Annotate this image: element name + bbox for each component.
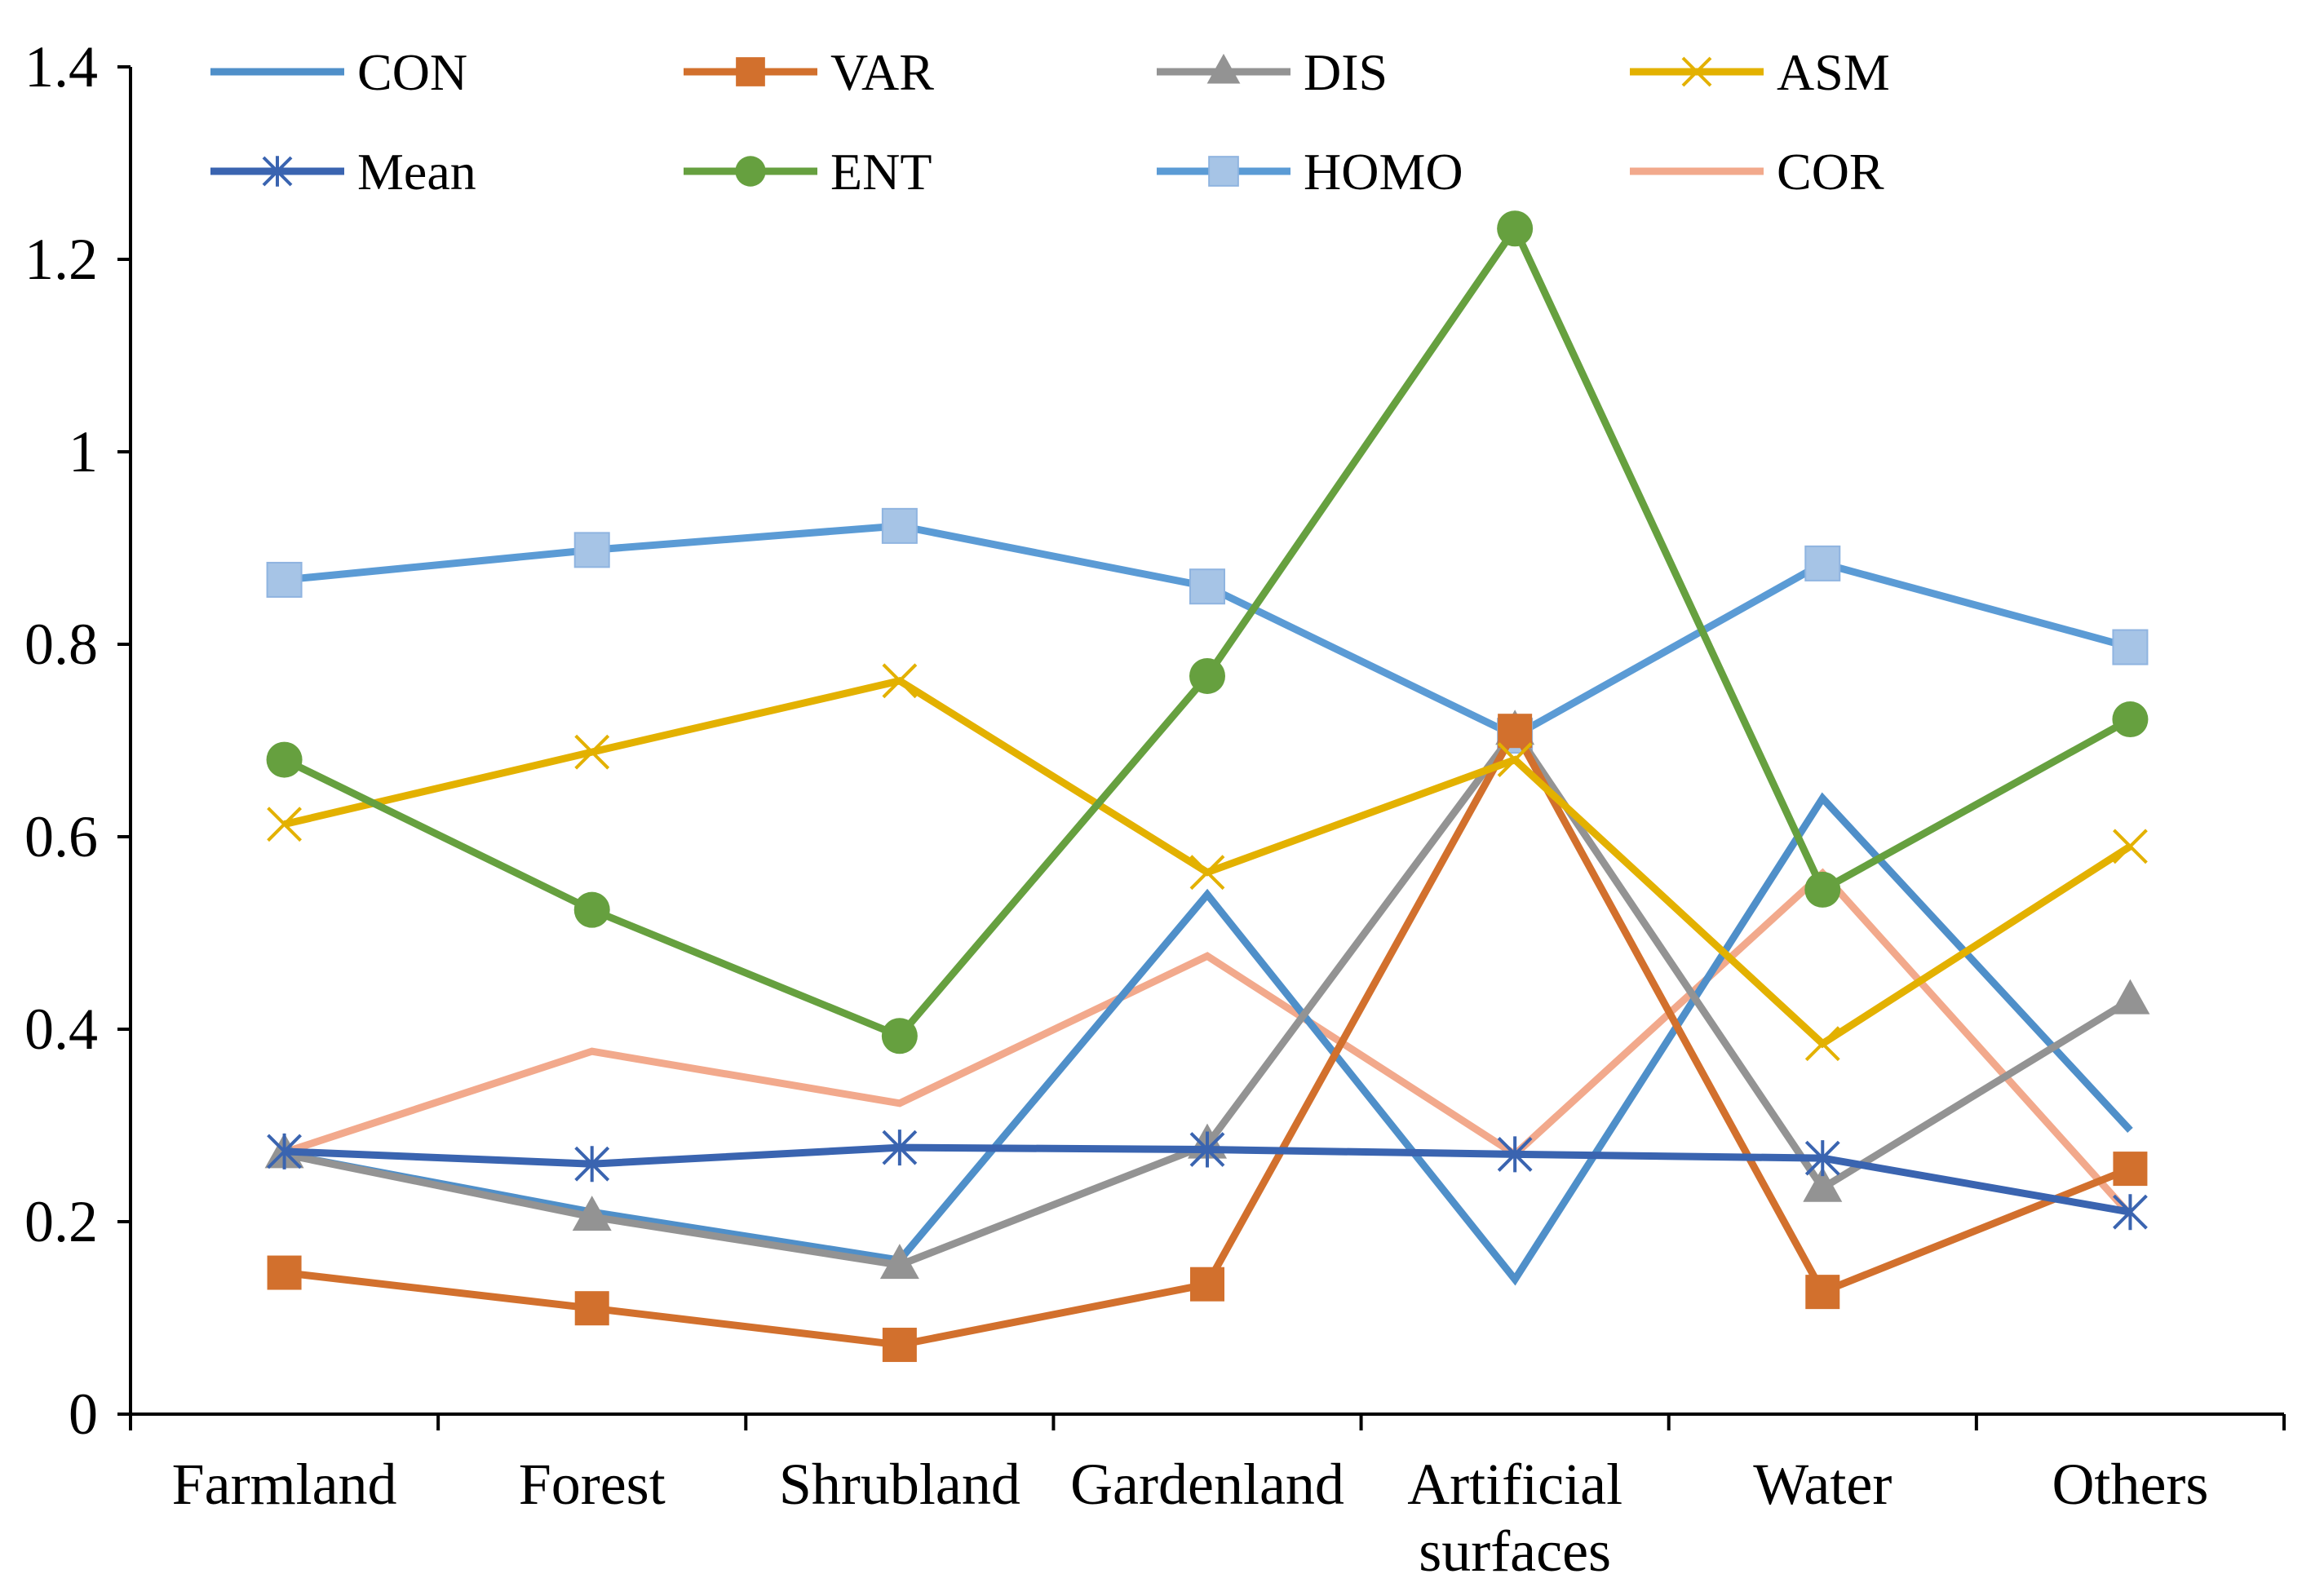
series-line-dis	[283, 724, 2132, 1269]
series-homo	[266, 507, 2149, 754]
legend-item-con: CON	[210, 43, 467, 101]
x-tick-label-line: surfaces	[1419, 1519, 1611, 1584]
legend-label-mean: Mean	[357, 143, 476, 201]
legend-label-dis: DIS	[1304, 43, 1388, 101]
data-point-ent	[1189, 657, 1225, 694]
legend-item-var: VAR	[684, 43, 934, 101]
legend-marker-homo	[1208, 156, 1239, 187]
series-line-ent	[282, 221, 2132, 1041]
series-dis	[264, 710, 2150, 1280]
data-point-asm	[1189, 855, 1225, 891]
y-tick-label: 0	[69, 1382, 98, 1447]
data-point-mean	[1189, 1131, 1225, 1168]
x-tick-label: Forest	[519, 1452, 666, 1517]
data-point-ent	[2112, 701, 2149, 738]
y-tick-label: 0.8	[24, 612, 98, 677]
data-point-asm	[882, 663, 918, 699]
data-point-asm	[2113, 829, 2148, 864]
data-point-ent	[1804, 871, 1841, 908]
x-tick-label-line: Gardenland	[1070, 1452, 1344, 1517]
y-tick-label: 1	[69, 419, 98, 484]
data-point-dis	[1803, 1166, 1843, 1202]
data-point-homo	[573, 532, 610, 568]
data-point-mean	[267, 1133, 302, 1169]
x-tick-label: Water	[1753, 1452, 1892, 1517]
series-asm	[267, 663, 2148, 1062]
data-point-ent	[881, 1018, 918, 1054]
data-point-homo	[266, 561, 303, 598]
series-line-homo	[284, 522, 2132, 741]
data-point-mean	[2113, 1194, 2148, 1231]
legend-label-asm: ASM	[1777, 43, 1890, 101]
series-line-asm	[283, 677, 2132, 1049]
data-point-asm	[574, 734, 610, 770]
data-point-homo	[881, 507, 918, 544]
data-point-var	[882, 1328, 917, 1363]
legend-item-mean: Mean	[210, 143, 476, 201]
legend-item-cor: COR	[1630, 143, 1884, 201]
data-point-ent	[1497, 210, 1534, 247]
axes: 0 0.2 0.4 0.6 0.8 1 1.2 1.4 Farmland Forest Shrubl…	[24, 34, 2286, 1584]
x-tick-label-line: Forest	[519, 1452, 666, 1517]
legend-label-cor: COR	[1777, 143, 1884, 201]
data-point-homo	[1189, 568, 1225, 605]
legend-item-dis: DIS	[1157, 43, 1388, 101]
legend-label-con: CON	[357, 43, 467, 101]
data-point-asm	[267, 807, 302, 842]
data-point-ent	[573, 891, 610, 928]
data-point-var	[1190, 1267, 1224, 1302]
x-tick-label: Gardenland	[1070, 1452, 1344, 1517]
y-tick-label: 1.4	[24, 34, 98, 99]
x-tick-label: Others	[2052, 1452, 2208, 1517]
legend-item-ent: ENT	[684, 143, 932, 201]
data-point-asm	[1804, 1026, 1840, 1062]
data-point-var	[1805, 1275, 1840, 1310]
data-point-asm	[1497, 742, 1533, 778]
legend-label-ent: ENT	[830, 143, 932, 201]
y-tick-label: 1.2	[24, 227, 98, 292]
data-point-dis	[572, 1196, 612, 1231]
data-point-dis	[879, 1244, 919, 1280]
series-var	[267, 714, 2148, 1363]
y-tick-label: 0.4	[24, 997, 98, 1062]
series-layer	[264, 210, 2150, 1363]
legend-label-var: VAR	[830, 43, 934, 101]
y-tick-label: 0.6	[24, 804, 98, 869]
data-point-mean	[574, 1146, 610, 1183]
data-point-mean	[1804, 1140, 1840, 1177]
x-tick-label-line: Farmland	[172, 1452, 397, 1517]
legend-marker-dis	[1206, 53, 1241, 84]
x-tick-label: Artificial surfaces	[1407, 1452, 1622, 1584]
x-tick-label-line: Water	[1753, 1452, 1892, 1517]
legend-item-asm: ASM	[1630, 43, 1890, 101]
data-point-var	[1498, 714, 1533, 749]
legend-marker-var	[736, 57, 765, 86]
legend-item-homo: HOMO	[1157, 143, 1463, 201]
data-point-homo	[2112, 629, 2149, 665]
data-point-mean	[882, 1130, 918, 1166]
series-ent	[266, 210, 2149, 1054]
data-point-ent	[266, 741, 303, 778]
x-tick-label-line: Artificial	[1407, 1452, 1622, 1517]
data-point-mean	[1497, 1136, 1533, 1173]
data-point-var	[2113, 1152, 2148, 1187]
legend: CON VAR DIS ASM Mean ENT HOMO COR	[210, 43, 1890, 201]
x-tick-label: Shrubland	[779, 1452, 1020, 1517]
series-line-var	[284, 723, 2132, 1349]
data-point-dis	[2110, 979, 2150, 1015]
legend-marker-mean	[262, 156, 293, 187]
y-tick-label: 0.2	[24, 1189, 98, 1254]
x-tick-label-line: Others	[2052, 1452, 2208, 1517]
x-tick-label: Farmland	[172, 1452, 397, 1517]
legend-marker-asm	[1681, 56, 1712, 87]
legend-label-homo: HOMO	[1304, 143, 1463, 201]
data-point-var	[574, 1291, 609, 1326]
legend-marker-ent	[735, 156, 766, 187]
data-point-var	[267, 1255, 302, 1290]
series-mean	[267, 1130, 2148, 1231]
data-point-homo	[1804, 545, 1841, 581]
x-tick-label-line: Shrubland	[779, 1452, 1020, 1517]
